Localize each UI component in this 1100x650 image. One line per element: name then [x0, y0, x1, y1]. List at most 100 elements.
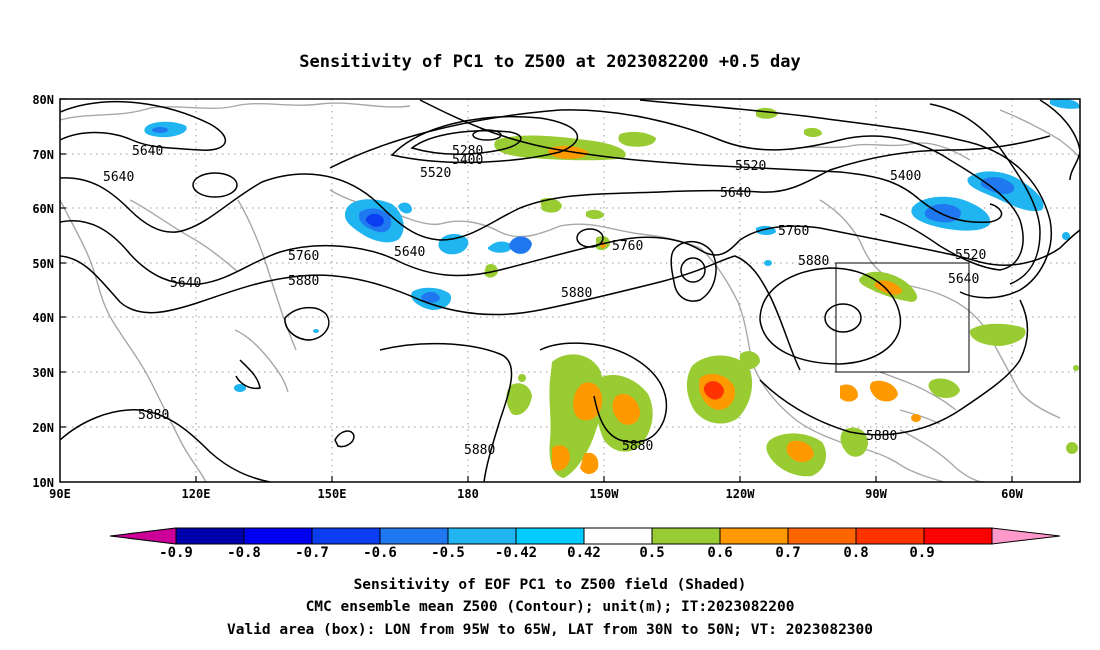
colorbar-cell-4: [311, 527, 381, 545]
contour-japan-loop: [235, 359, 261, 390]
shade-pos-sub-core-3: [552, 445, 570, 471]
shade-neg-small-2: [1062, 232, 1070, 240]
contour-5880-south-west: [60, 409, 271, 482]
contour-5400-north: [419, 99, 1003, 224]
colorbar-label-8: 0.5: [639, 545, 664, 561]
coastline-arctic-asia: [60, 102, 411, 121]
axis-ticks: [60, 98, 1013, 482]
coastline-canadian-archipelago: [789, 142, 971, 161]
colorbar-label-12: 0.9: [909, 545, 934, 561]
lat-label-40n: 40N: [32, 311, 54, 325]
contour-5640-main: [60, 135, 1051, 241]
lon-label-90w: 90W: [865, 487, 887, 501]
lon-label-150e: 150E: [318, 487, 347, 501]
lat-label-50n: 50N: [32, 257, 54, 271]
contour-label-20: 5880: [464, 443, 495, 458]
contour-labels: 5640 5640 5640 5640 5280 5400 5520 5520 …: [103, 144, 986, 458]
shade-pos-gulf-1: [840, 384, 858, 402]
contour-label-22: 5880: [866, 429, 897, 444]
contour-label-8: 5520: [735, 159, 766, 174]
contour-label-3: 5640: [170, 276, 201, 291]
shade-pos-pacific-small: [484, 264, 498, 278]
contour-5880-north: [60, 255, 801, 371]
shade-neg-small-1: [764, 260, 772, 266]
shade-neg-small-4: [313, 329, 319, 333]
shade-pos-caribbean: [911, 414, 921, 422]
shade-pos-bahamas: [928, 378, 960, 398]
coastline-central-america: [851, 445, 945, 482]
shade-pos-central-america: [840, 427, 868, 457]
shade-pos-east-pacific-core: [786, 440, 814, 462]
colorbar: -0.9 -0.8 -0.7 -0.6 -0.5 -0.42 0.42 0.5 …: [109, 527, 1061, 561]
lat-label-70n: 70N: [32, 148, 54, 162]
contour-5400-east: [929, 103, 1041, 285]
contour-5640-siberia-closed: [192, 172, 238, 198]
contour-high-inner: [824, 303, 862, 333]
contour-label-5: 5280: [452, 144, 483, 159]
lat-label-20n: 20N: [32, 421, 54, 435]
shade-pos-mexico-small: [740, 351, 760, 370]
colorbar-cell-1: [109, 527, 177, 545]
shade-pos-atlantic-south: [1066, 442, 1078, 454]
contour-label-12: 5760: [288, 249, 319, 264]
latitude-labels: 80N 70N 60N 50N 40N 30N 20N 10N: [32, 93, 54, 490]
lat-label-80n: 80N: [32, 93, 54, 107]
colorbar-cell-12: [855, 527, 925, 545]
contour-5880-high: [759, 267, 902, 365]
lat-label-10n: 10N: [32, 476, 54, 490]
colorbar-label-4: -0.6: [363, 545, 397, 561]
colorbar-cell-7: [515, 527, 585, 545]
shade-neg-kuril-core: [421, 291, 440, 303]
shade-pos-atlantic: [969, 323, 1026, 346]
shade-neg-okhotsk-east: [398, 202, 412, 214]
negative-sensitivity-shading: [144, 99, 1080, 392]
contour-gulf-alaska-closed: [576, 228, 604, 248]
contour-5760-trough: [670, 241, 717, 302]
colorbar-label-11: 0.8: [843, 545, 868, 561]
contour-label-4: 5640: [394, 245, 425, 260]
contour-5880-east: [759, 299, 1029, 436]
colorbar-cell-14: [991, 527, 1061, 545]
shade-neg-small-3: [234, 384, 246, 392]
shade-neg-siberia-core: [152, 127, 168, 133]
colorbar-cell-9: [651, 527, 721, 545]
contour-label-11: 5760: [612, 239, 643, 254]
colorbar-label-6: -0.42: [495, 545, 537, 561]
contour-label-18: 5640: [948, 272, 979, 287]
contour-small-loop: [334, 430, 355, 448]
colorbar-cell-13: [923, 527, 993, 545]
contour-label-2: 5640: [103, 170, 134, 185]
colorbar-label-3: -0.7: [295, 545, 329, 561]
shade-pos-sub-core-1: [573, 382, 603, 421]
shade-pos-gulf-2: [869, 380, 898, 402]
shade-pos-alaska: [540, 198, 562, 213]
coastline-east-asia: [60, 199, 207, 482]
colorbar-cell-6: [447, 527, 517, 545]
contour-label-10: 5400: [890, 169, 921, 184]
caption-line-3: Valid area (box): LON from 95W to 65W, L…: [227, 622, 873, 638]
caption-line-1: Sensitivity of EOF PC1 to Z500 field (Sh…: [354, 577, 747, 593]
contour-label-16: 5880: [561, 286, 592, 301]
contour-label-19: 5880: [138, 408, 169, 423]
shade-neg-aleutian-2: [509, 236, 532, 254]
shade-pos-sub-core-4: [580, 452, 599, 474]
contour-label-21: 5880: [622, 439, 653, 454]
coastline-gulf: [879, 371, 957, 411]
shade-pos-pacific-3: [506, 383, 532, 416]
colorbar-label-10: 0.7: [775, 545, 800, 561]
colorbar-label-5: -0.5: [431, 545, 465, 561]
contour-label-9: 5640: [720, 186, 751, 201]
colorbar-cells: [109, 527, 1061, 545]
shade-pos-alaska-2: [586, 209, 604, 219]
colorbar-cell-10: [719, 527, 789, 545]
lon-label-180: 180: [457, 487, 479, 501]
shade-pos-mexico-west-core: [703, 381, 724, 400]
coastline-greenland: [999, 109, 1080, 161]
caption-line-2: CMC ensemble mean Z500 (Contour); unit(m…: [306, 599, 795, 615]
shade-neg-arctic-east: [1050, 99, 1080, 109]
contour-trough-inner: [680, 257, 706, 283]
contour-5400-arctic: [390, 115, 579, 164]
contour-label-15: 5880: [798, 254, 829, 269]
map-title: Sensitivity of PC1 to Z500 at 2023082200…: [299, 52, 801, 72]
contour-label-7: 5520: [420, 166, 451, 181]
